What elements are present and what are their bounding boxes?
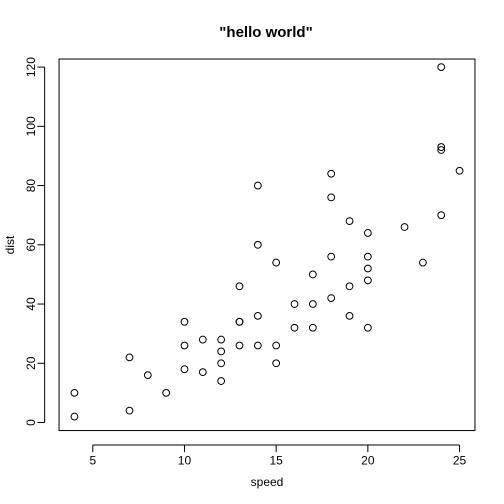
data-point <box>363 323 372 332</box>
data-point <box>125 353 134 362</box>
y-tick-label: 60 <box>24 238 38 252</box>
data-point <box>437 63 446 71</box>
data-point <box>290 323 299 332</box>
data-point <box>345 282 354 291</box>
data-point <box>327 169 336 178</box>
data-point <box>272 258 281 267</box>
data-point <box>253 240 262 249</box>
data-point <box>345 217 354 226</box>
data-point <box>437 146 446 154</box>
data-point <box>363 252 372 261</box>
data-point <box>235 341 244 350</box>
data-point <box>437 143 446 151</box>
x-tick-label: 25 <box>453 454 467 468</box>
data-point <box>198 335 207 344</box>
data-point <box>235 282 244 291</box>
data-point <box>290 300 299 308</box>
data-point <box>345 311 354 320</box>
data-point <box>70 388 79 397</box>
data-point <box>180 341 189 350</box>
data-point <box>418 258 427 267</box>
y-tick-label: 40 <box>24 297 38 311</box>
data-point <box>217 335 226 344</box>
y-tick-label: 0 <box>24 419 38 426</box>
data-point <box>363 264 372 273</box>
y-axis-label: dist <box>3 235 17 254</box>
plot-frame <box>58 58 476 432</box>
data-point <box>327 193 336 202</box>
data-point <box>180 317 189 326</box>
data-point <box>308 270 317 279</box>
data-point <box>363 229 372 237</box>
data-point <box>162 388 171 397</box>
data-point <box>308 323 317 332</box>
y-tick-label: 120 <box>24 57 38 77</box>
data-point <box>327 294 336 303</box>
y-tick-label: 20 <box>24 356 38 370</box>
data-points <box>70 63 464 421</box>
y-tick-label: 100 <box>24 116 38 136</box>
x-tick-label: 10 <box>178 454 192 468</box>
data-point <box>125 406 134 415</box>
data-point <box>437 211 446 220</box>
x-axis-label: speed <box>251 475 284 489</box>
data-point <box>143 371 152 380</box>
data-point <box>217 377 226 385</box>
data-point <box>253 181 262 190</box>
data-point <box>70 412 79 421</box>
data-point <box>272 341 281 350</box>
chart-title: "hello world" <box>219 24 312 41</box>
data-point <box>253 311 262 320</box>
data-point <box>180 365 189 374</box>
x-tick-label: 5 <box>89 454 96 468</box>
data-point <box>455 166 464 175</box>
data-point <box>327 252 336 261</box>
x-axis: 5 10 15 20 25 <box>89 444 467 468</box>
data-point <box>400 223 409 231</box>
y-tick-label: 80 <box>24 179 38 193</box>
data-point <box>198 368 207 377</box>
data-point <box>308 300 317 308</box>
data-point <box>253 341 262 350</box>
x-tick-label: 15 <box>269 454 283 468</box>
data-point <box>217 347 226 356</box>
data-point <box>363 276 372 285</box>
data-point <box>235 317 244 326</box>
data-point <box>272 359 281 368</box>
y-axis: 0 20 40 60 80 100 120 <box>24 57 46 426</box>
x-tick-label: 20 <box>361 454 375 468</box>
data-point <box>217 359 226 368</box>
